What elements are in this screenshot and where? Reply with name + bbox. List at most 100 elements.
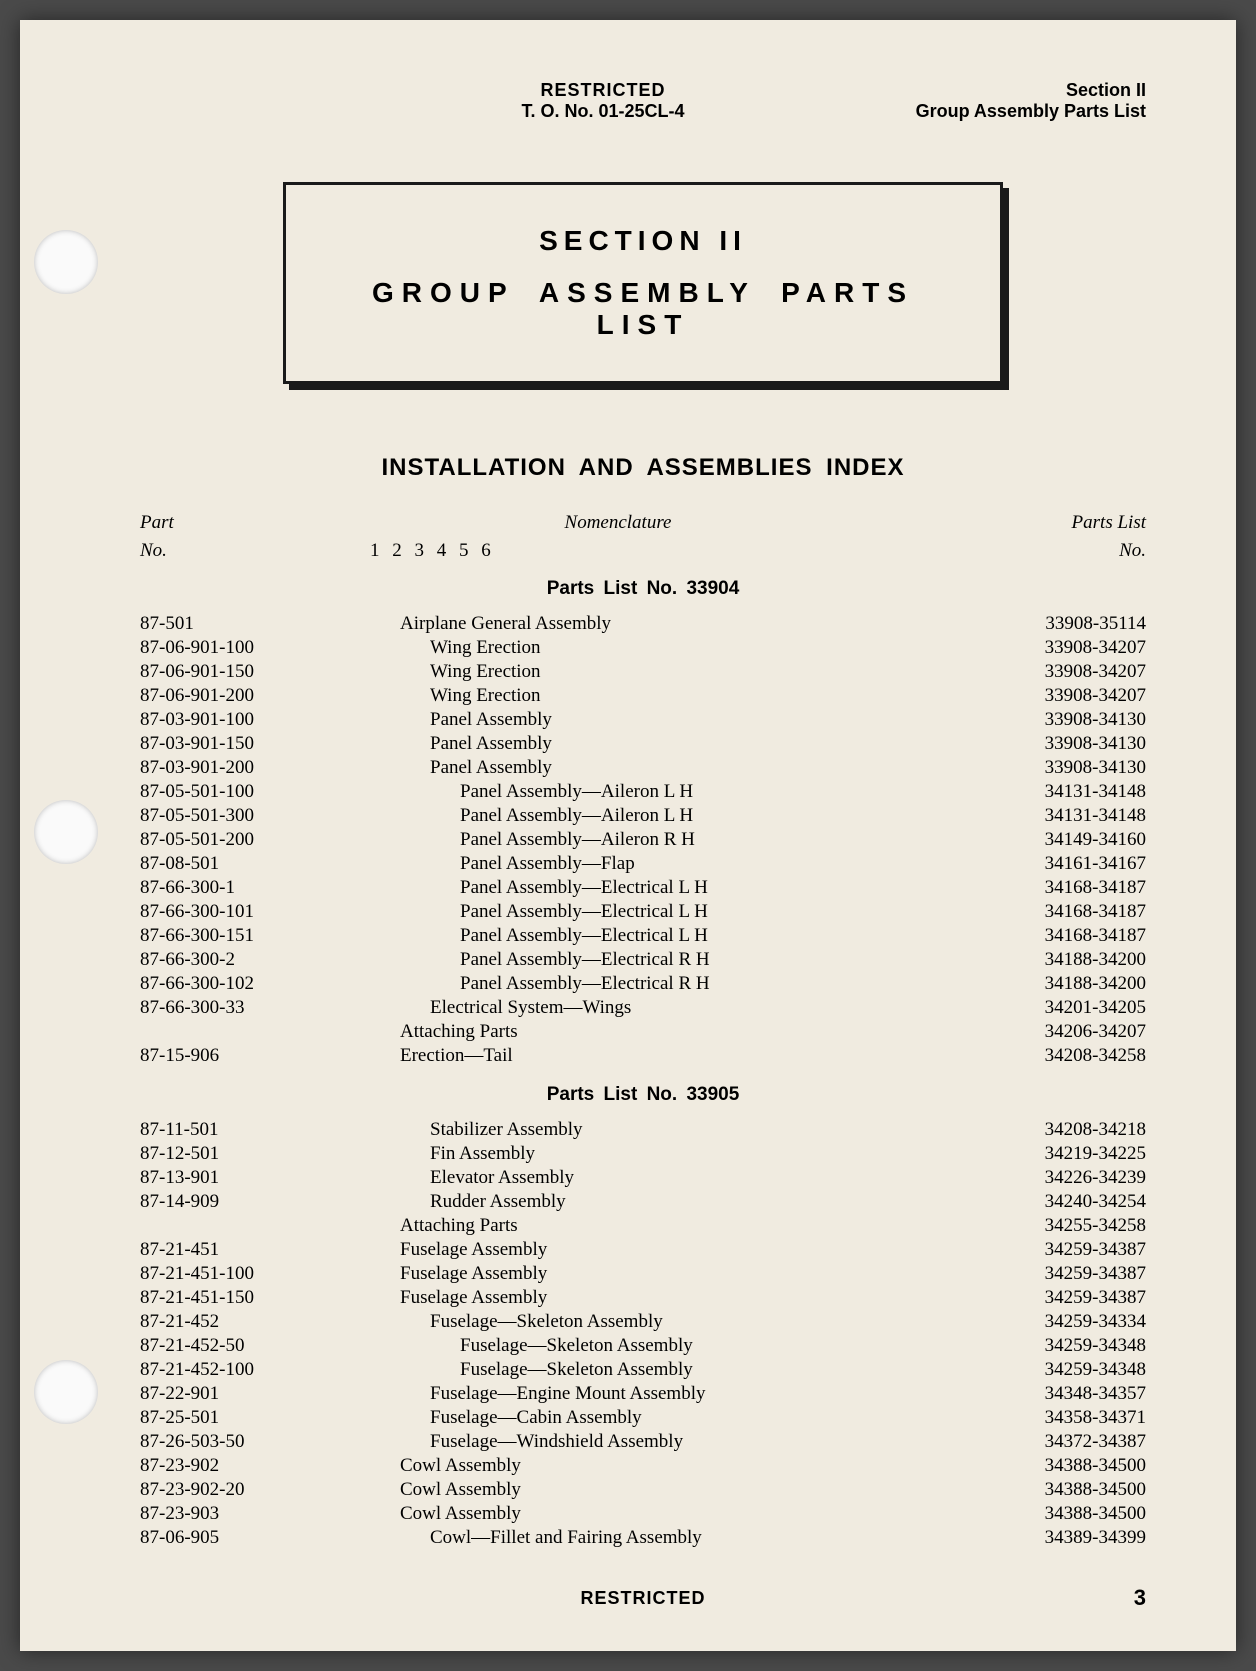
table-row: 87-13-901Elevator Assembly34226-34239 [140,1166,1146,1190]
table-row: 87-21-451-150Fuselage Assembly34259-3438… [140,1286,1146,1310]
table-row: 87-66-300-102Panel Assembly—Electrical R… [140,972,1146,996]
document-page: RESTRICTED T. O. No. 01-25CL-4 Section I… [20,20,1236,1651]
nomenclature: Cowl Assembly [370,1502,976,1526]
table-row: 87-66-300-101Panel Assembly—Electrical L… [140,900,1146,924]
parts-list-no: 33908-35114 [976,612,1146,636]
nomenclature: Wing Erection [370,684,976,708]
table-row: 87-11-501Stabilizer Assembly34208-34218 [140,1118,1146,1142]
table-row: 87-501Airplane General Assembly33908-351… [140,612,1146,636]
table-row: 87-66-300-151Panel Assembly—Electrical L… [140,924,1146,948]
part-no: 87-15-906 [140,1044,370,1068]
parts-list-no: 34219-34225 [976,1142,1146,1166]
page-footer: RESTRICTED 3 [140,1585,1146,1611]
page-header: RESTRICTED T. O. No. 01-25CL-4 Section I… [140,80,1146,122]
nomenclature: Wing Erection [370,660,976,684]
table-row: 87-66-300-1Panel Assembly—Electrical L H… [140,876,1146,900]
table-row: 87-23-902-20Cowl Assembly34388-34500 [140,1478,1146,1502]
table-row: 87-26-503-50Fuselage—Windshield Assembly… [140,1430,1146,1454]
nomenclature: Panel Assembly—Flap [370,852,976,876]
nomenclature: Panel Assembly—Electrical L H [370,924,976,948]
title-line2: GROUP ASSEMBLY PARTS LIST [316,277,970,341]
to-number: T. O. No. 01-25CL-4 [340,101,866,122]
parts-list-no: 34389-34399 [976,1526,1146,1550]
part-no: 87-05-501-200 [140,828,370,852]
nomenclature: Panel Assembly—Electrical L H [370,900,976,924]
table-row: 87-66-300-33Electrical System—Wings34201… [140,996,1146,1020]
nomenclature: Fuselage Assembly [370,1286,976,1310]
nomenclature: Attaching Parts [370,1214,976,1238]
page-number: 3 [1106,1585,1146,1611]
column-subheaders: No. 1 2 3 4 5 6 No. [140,540,1146,562]
parts-list-no: 34201-34205 [976,996,1146,1020]
nomenclature: Panel Assembly—Aileron R H [370,828,976,852]
nomenclature: Attaching Parts [370,1020,976,1044]
part-no: 87-06-901-100 [140,636,370,660]
part-no: 87-12-501 [140,1142,370,1166]
nomenclature: Panel Assembly—Electrical L H [370,876,976,900]
nomenclature: Fuselage—Engine Mount Assembly [370,1382,976,1406]
nomenclature: Panel Assembly—Aileron L H [370,780,976,804]
parts-list-no: 34208-34218 [976,1118,1146,1142]
nomenclature: Cowl—Fillet and Fairing Assembly [370,1526,976,1550]
table-row: 87-03-901-100Panel Assembly33908-34130 [140,708,1146,732]
part-no: 87-06-905 [140,1526,370,1550]
table-row: 87-08-501Panel Assembly—Flap34161-34167 [140,852,1146,876]
column-headers: Part Nomenclature Parts List [140,512,1146,534]
nomenclature: Fuselage—Skeleton Assembly [370,1310,976,1334]
part-no: 87-08-501 [140,852,370,876]
part-no: 87-11-501 [140,1118,370,1142]
part-no: 87-22-901 [140,1382,370,1406]
part-no: 87-66-300-151 [140,924,370,948]
table-row: 87-23-902Cowl Assembly34388-34500 [140,1454,1146,1478]
parts-list-no: 34131-34148 [976,780,1146,804]
table-row: 87-03-901-200Panel Assembly33908-34130 [140,756,1146,780]
parts-list-no: 34259-34387 [976,1286,1146,1310]
nomenclature: Wing Erection [370,636,976,660]
binder-hole [34,1360,98,1424]
parts-list-no: 34188-34200 [976,948,1146,972]
col-header-nomenclature: Nomenclature [370,512,986,534]
index-title: INSTALLATION AND ASSEMBLIES INDEX [140,454,1146,482]
part-no: 87-23-902-20 [140,1478,370,1502]
table-row: 87-06-901-200Wing Erection33908-34207 [140,684,1146,708]
header-right: Section II Group Assembly Parts List [866,80,1146,122]
nomenclature: Electrical System—Wings [370,996,976,1020]
nomenclature: Stabilizer Assembly [370,1118,976,1142]
part-no: 87-21-451-100 [140,1262,370,1286]
table-row: 87-05-501-100Panel Assembly—Aileron L H3… [140,780,1146,804]
parts-list-no: 34168-34187 [976,924,1146,948]
part-no: 87-05-501-100 [140,780,370,804]
index-table: 87-11-501Stabilizer Assembly34208-342188… [140,1118,1146,1550]
part-no: 87-21-451 [140,1238,370,1262]
nomenclature: Fuselage Assembly [370,1262,976,1286]
group-title: Parts List No. 33905 [140,1084,1146,1106]
section-label: Section II [866,80,1146,101]
parts-list-no: 33908-34207 [976,636,1146,660]
table-row: Attaching Parts34255-34258 [140,1214,1146,1238]
table-row: 87-21-451-100Fuselage Assembly34259-3438… [140,1262,1146,1286]
table-row: 87-06-905Cowl—Fillet and Fairing Assembl… [140,1526,1146,1550]
section-title-box: SECTION II GROUP ASSEMBLY PARTS LIST [283,182,1003,384]
table-row: 87-15-906Erection—Tail34208-34258 [140,1044,1146,1068]
parts-list-no: 34388-34500 [976,1478,1146,1502]
part-no: 87-501 [140,612,370,636]
part-no [140,1214,370,1238]
part-no: 87-06-901-200 [140,684,370,708]
nomenclature: Airplane General Assembly [370,612,976,636]
part-no [140,1020,370,1044]
parts-list-no: 34208-34258 [976,1044,1146,1068]
parts-list-no: 34388-34500 [976,1502,1146,1526]
table-row: 87-21-451Fuselage Assembly34259-34387 [140,1238,1146,1262]
group-title: Parts List No. 33904 [140,578,1146,600]
footer-restricted: RESTRICTED [180,1588,1106,1609]
parts-list-no: 33908-34207 [976,684,1146,708]
indent-guide: 1 2 3 4 5 6 [370,540,986,562]
table-row: 87-12-501Fin Assembly34219-34225 [140,1142,1146,1166]
nomenclature: Elevator Assembly [370,1166,976,1190]
nomenclature: Panel Assembly [370,756,976,780]
nomenclature: Cowl Assembly [370,1478,976,1502]
parts-list-no: 34226-34239 [976,1166,1146,1190]
table-row: 87-06-901-150Wing Erection33908-34207 [140,660,1146,684]
parts-list-no: 34259-34387 [976,1262,1146,1286]
parts-list-no: 34259-34387 [976,1238,1146,1262]
